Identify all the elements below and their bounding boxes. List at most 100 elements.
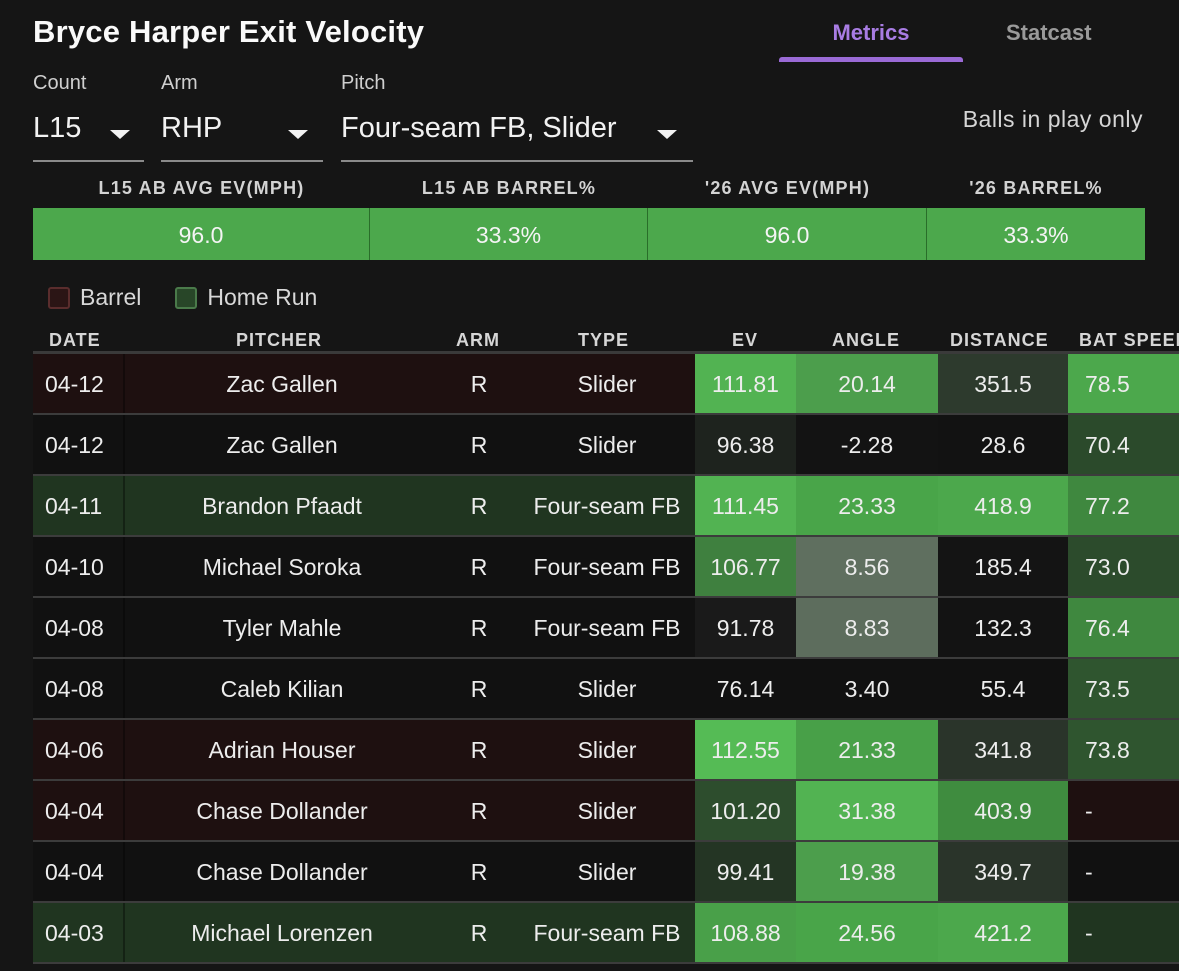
home-run-swatch-icon: [175, 286, 198, 309]
date-cell: 04-03: [33, 903, 125, 962]
count-filter-value[interactable]: L15: [33, 112, 82, 144]
distance-cell: 55.4: [938, 659, 1068, 718]
column-header-ev[interactable]: EV: [732, 330, 759, 350]
bat-speed-cell: 73.8: [1068, 720, 1179, 779]
table-row[interactable]: 04-04 Chase Dollander R Slider 99.41 19.…: [33, 842, 1179, 903]
type-cell: Slider: [577, 737, 637, 763]
bat-speed-cell: 76.4: [1068, 598, 1179, 657]
column-header-angle[interactable]: ANGLE: [832, 330, 900, 350]
tab-metrics[interactable]: Metrics: [832, 20, 910, 45]
date-cell: 04-10: [33, 537, 125, 596]
summary-value: 33.3%: [1003, 222, 1069, 248]
type-cell: Four-seam FB: [533, 493, 681, 519]
ev-cell: 106.77: [695, 537, 796, 596]
count-filter-label: Count: [33, 72, 87, 94]
balls-in-play-label: Balls in play only: [962, 106, 1143, 132]
table-row[interactable]: 04-12 Zac Gallen R Slider 96.38 -2.28 28…: [33, 415, 1179, 476]
type-cell: Slider: [577, 798, 637, 824]
column-header-type[interactable]: TYPE: [578, 330, 630, 350]
pitch-filter[interactable]: Pitch Four-seam FB, Slider: [341, 72, 693, 162]
arm-cell: R: [470, 615, 488, 641]
pitcher-cell: Adrian Houser: [208, 737, 356, 763]
angle-cell: 8.83: [796, 598, 938, 657]
summary-header: '26 BARREL%: [969, 178, 1103, 198]
table-row[interactable]: 04-10 Michael Soroka R Four-seam FB 106.…: [33, 537, 1179, 598]
date-cell: 04-12: [33, 415, 125, 474]
distance-cell: 349.7: [938, 842, 1068, 901]
pitcher-cell: Michael Lorenzen: [191, 920, 373, 946]
pitcher-cell: Chase Dollander: [196, 798, 368, 824]
pitch-filter-value[interactable]: Four-seam FB, Slider: [341, 112, 617, 144]
table-row[interactable]: 04-11 Brandon Pfaadt R Four-seam FB 111.…: [33, 476, 1179, 537]
table-row[interactable]: 04-08 Tyler Mahle R Four-seam FB 91.78 8…: [33, 598, 1179, 659]
distance-cell: 28.6: [938, 415, 1068, 474]
angle-cell: 19.38: [796, 842, 938, 901]
bat-speed-cell: -: [1068, 842, 1179, 901]
date-cell: 04-06: [33, 720, 125, 779]
arm-cell: R: [470, 798, 488, 824]
pitcher-cell: Tyler Mahle: [222, 615, 342, 641]
distance-cell: 351.5: [938, 354, 1068, 413]
column-header-date[interactable]: DATE: [49, 330, 101, 350]
table-header: DATE PITCHER ARM TYPE EV ANGLE DISTANCE …: [33, 330, 1179, 352]
pitcher-cell: Caleb Kilian: [220, 676, 344, 702]
column-header-bat-speed[interactable]: BAT SPEED: [1079, 330, 1179, 350]
arm-cell: R: [470, 493, 488, 519]
summary-value: 96.0: [33, 208, 370, 260]
distance-cell: 132.3: [938, 598, 1068, 657]
bat-speed-cell: -: [1068, 781, 1179, 840]
type-cell: Four-seam FB: [533, 554, 681, 580]
distance-cell: 341.8: [938, 720, 1068, 779]
summary-row: 96.0 33.3% 96.0 33.3%: [33, 208, 1145, 260]
bat-speed-cell: 77.2: [1068, 476, 1179, 535]
angle-cell: 20.14: [796, 354, 938, 413]
pitcher-cell: Chase Dollander: [196, 859, 368, 885]
count-chevron-down-icon[interactable]: [110, 130, 130, 139]
arm-cell: R: [470, 737, 488, 763]
type-cell: Four-seam FB: [533, 615, 681, 641]
column-header-distance[interactable]: DISTANCE: [950, 330, 1049, 350]
pitcher-cell: Michael Soroka: [202, 554, 362, 580]
angle-cell: 24.56: [796, 903, 938, 962]
ev-cell: 111.45: [695, 476, 796, 535]
angle-cell: -2.28: [796, 415, 938, 474]
table-row[interactable]: 04-08 Caleb Kilian R Slider 76.14 3.40 5…: [33, 659, 1179, 720]
barrel-swatch-icon: [48, 286, 70, 309]
table-row[interactable]: 04-06 Adrian Houser R Slider 112.55 21.3…: [33, 720, 1179, 781]
distance-cell: 418.9: [938, 476, 1068, 535]
ev-cell: 99.41: [695, 842, 796, 901]
date-cell: 04-08: [33, 598, 125, 657]
arm-filter[interactable]: Arm RHP: [161, 72, 323, 162]
summary-header: '26 AVG EV(MPH): [704, 178, 871, 198]
ev-cell: 111.81: [695, 354, 796, 413]
bat-speed-cell: 70.4: [1068, 415, 1179, 474]
bat-speed-cell: 78.5: [1068, 354, 1179, 413]
count-filter[interactable]: Count L15: [33, 72, 144, 162]
tab-statcast[interactable]: Statcast: [1006, 20, 1092, 45]
ev-cell: 76.14: [695, 659, 796, 718]
angle-cell: 3.40: [796, 659, 938, 718]
summary-header: L15 AB AVG EV(MPH): [98, 178, 305, 198]
column-header-arm[interactable]: ARM: [456, 330, 500, 350]
arm-filter-label: Arm: [161, 72, 198, 94]
results-table: 04-12 Zac Gallen R Slider 111.81 20.14 3…: [33, 354, 1179, 971]
pitch-chevron-down-icon[interactable]: [657, 130, 677, 139]
bat-speed-cell: 73.0: [1068, 537, 1179, 596]
table-row[interactable]: 04-04 Chase Dollander R Slider 101.20 31…: [33, 781, 1179, 842]
distance-cell: 185.4: [938, 537, 1068, 596]
ev-cell: 91.78: [695, 598, 796, 657]
summary-header: L15 AB BARREL%: [421, 178, 597, 198]
date-cell: 04-12: [33, 354, 125, 413]
table-row[interactable]: 04-03 Michael Lorenzen R Four-seam FB 10…: [33, 903, 1179, 964]
column-header-pitcher[interactable]: PITCHER: [236, 330, 323, 350]
angle-cell: 23.33: [796, 476, 938, 535]
summary-value: 33.3%: [370, 208, 648, 260]
arm-filter-value[interactable]: RHP: [161, 112, 223, 144]
arm-chevron-down-icon[interactable]: [288, 130, 308, 139]
arm-cell: R: [470, 371, 488, 397]
angle-cell: 8.56: [796, 537, 938, 596]
type-cell: Slider: [577, 432, 637, 458]
angle-cell: 21.33: [796, 720, 938, 779]
table-row[interactable]: 04-12 Zac Gallen R Slider 111.81 20.14 3…: [33, 354, 1179, 415]
bat-speed-cell: -: [1068, 903, 1179, 962]
